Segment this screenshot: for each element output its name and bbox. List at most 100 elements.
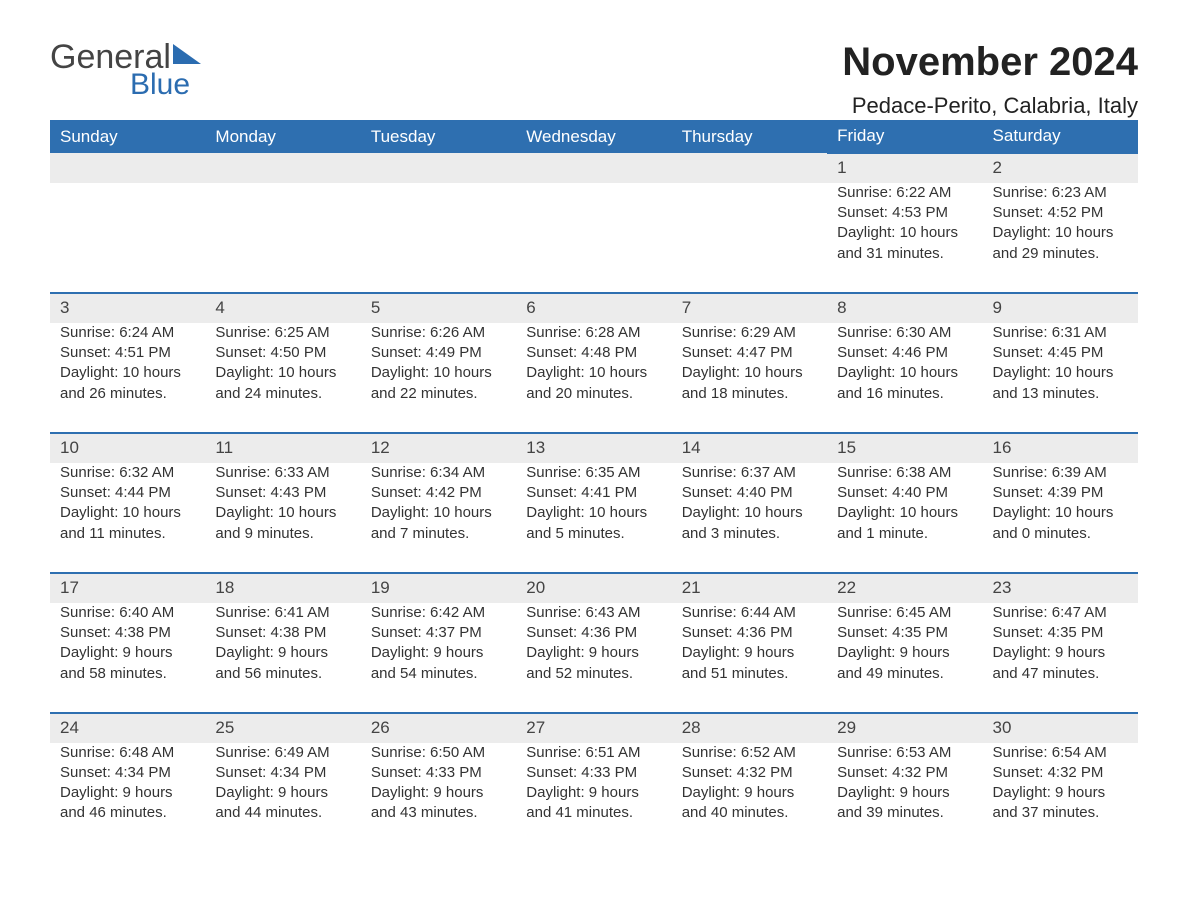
day-number: 19: [371, 578, 390, 597]
day-detail-cell: Sunrise: 6:38 AMSunset: 4:40 PMDaylight:…: [827, 463, 982, 573]
day-number: 24: [60, 718, 79, 737]
brand-text: General Blue: [50, 40, 201, 100]
day-detail-cell: Sunrise: 6:50 AMSunset: 4:33 PMDaylight:…: [361, 743, 516, 852]
sunset-text: Sunset: 4:34 PM: [215, 763, 350, 783]
sunrise-text: Sunrise: 6:47 AM: [993, 603, 1128, 623]
day-number: 12: [371, 438, 390, 457]
day-detail-cell: Sunrise: 6:37 AMSunset: 4:40 PMDaylight:…: [672, 463, 827, 573]
sunrise-text: Sunrise: 6:44 AM: [682, 603, 817, 623]
day-number: 5: [371, 298, 380, 317]
sunset-text: Sunset: 4:38 PM: [215, 623, 350, 643]
daylight-line1: Daylight: 10 hours: [215, 503, 350, 523]
daylight-line2: and 29 minutes.: [993, 244, 1128, 264]
month-title: November 2024: [842, 40, 1138, 85]
day-number: 2: [993, 158, 1002, 177]
daylight-line2: and 52 minutes.: [526, 664, 661, 684]
sunrise-text: Sunrise: 6:28 AM: [526, 323, 661, 343]
day-detail-cell: Sunrise: 6:53 AMSunset: 4:32 PMDaylight:…: [827, 743, 982, 852]
daylight-line1: Daylight: 10 hours: [993, 223, 1128, 243]
day-number: 4: [215, 298, 224, 317]
day-detail-cell: [361, 183, 516, 293]
day-number: 17: [60, 578, 79, 597]
day-number-cell: 22: [827, 573, 982, 603]
day-detail-cell: Sunrise: 6:22 AMSunset: 4:53 PMDaylight:…: [827, 183, 982, 293]
day-detail-row: Sunrise: 6:24 AMSunset: 4:51 PMDaylight:…: [50, 323, 1138, 433]
day-detail-cell: Sunrise: 6:28 AMSunset: 4:48 PMDaylight:…: [516, 323, 671, 433]
day-number-cell: 17: [50, 573, 205, 603]
daylight-line2: and 49 minutes.: [837, 664, 972, 684]
day-number-cell: 28: [672, 713, 827, 743]
day-detail-cell: Sunrise: 6:49 AMSunset: 4:34 PMDaylight:…: [205, 743, 360, 852]
daylight-line1: Daylight: 9 hours: [526, 643, 661, 663]
daylight-line1: Daylight: 9 hours: [993, 643, 1128, 663]
sunrise-text: Sunrise: 6:52 AM: [682, 743, 817, 763]
daylight-line1: Daylight: 10 hours: [526, 363, 661, 383]
day-number-cell: 20: [516, 573, 671, 603]
daylight-line2: and 1 minute.: [837, 524, 972, 544]
daylight-line2: and 0 minutes.: [993, 524, 1128, 544]
day-number: 16: [993, 438, 1012, 457]
daylight-line2: and 18 minutes.: [682, 384, 817, 404]
day-header: Tuesday: [361, 120, 516, 153]
daylight-line2: and 3 minutes.: [682, 524, 817, 544]
daylight-line2: and 9 minutes.: [215, 524, 350, 544]
daylight-line1: Daylight: 9 hours: [215, 643, 350, 663]
day-number: 18: [215, 578, 234, 597]
daylight-line2: and 31 minutes.: [837, 244, 972, 264]
day-detail-cell: Sunrise: 6:24 AMSunset: 4:51 PMDaylight:…: [50, 323, 205, 433]
sunset-text: Sunset: 4:34 PM: [60, 763, 195, 783]
day-detail-cell: Sunrise: 6:33 AMSunset: 4:43 PMDaylight:…: [205, 463, 360, 573]
daylight-line1: Daylight: 10 hours: [371, 363, 506, 383]
location-subtitle: Pedace-Perito, Calabria, Italy: [842, 93, 1138, 119]
daylight-line2: and 37 minutes.: [993, 803, 1128, 823]
sunset-text: Sunset: 4:50 PM: [215, 343, 350, 363]
day-number-cell: [205, 153, 360, 183]
daylight-line1: Daylight: 9 hours: [60, 783, 195, 803]
sunset-text: Sunset: 4:46 PM: [837, 343, 972, 363]
daylight-line1: Daylight: 9 hours: [682, 783, 817, 803]
title-block: November 2024 Pedace-Perito, Calabria, I…: [842, 40, 1138, 119]
sunrise-text: Sunrise: 6:50 AM: [371, 743, 506, 763]
day-number-row: 3456789: [50, 293, 1138, 323]
sunset-text: Sunset: 4:32 PM: [993, 763, 1128, 783]
sunrise-text: Sunrise: 6:22 AM: [837, 183, 972, 203]
daylight-line2: and 7 minutes.: [371, 524, 506, 544]
day-number-cell: 5: [361, 293, 516, 323]
day-detail-row: Sunrise: 6:40 AMSunset: 4:38 PMDaylight:…: [50, 603, 1138, 713]
daylight-line2: and 43 minutes.: [371, 803, 506, 823]
daylight-line2: and 47 minutes.: [993, 664, 1128, 684]
day-number-cell: 2: [983, 153, 1138, 183]
day-number: 27: [526, 718, 545, 737]
calendar-body: 12 Sunrise: 6:22 AMSunset: 4:53 PMDaylig…: [50, 153, 1138, 852]
day-number: 9: [993, 298, 1002, 317]
sunrise-text: Sunrise: 6:34 AM: [371, 463, 506, 483]
sunrise-text: Sunrise: 6:43 AM: [526, 603, 661, 623]
daylight-line2: and 40 minutes.: [682, 803, 817, 823]
daylight-line1: Daylight: 10 hours: [60, 363, 195, 383]
day-header: Sunday: [50, 120, 205, 153]
sunset-text: Sunset: 4:45 PM: [993, 343, 1128, 363]
daylight-line1: Daylight: 9 hours: [60, 643, 195, 663]
day-detail-cell: Sunrise: 6:35 AMSunset: 4:41 PMDaylight:…: [516, 463, 671, 573]
daylight-line1: Daylight: 9 hours: [837, 643, 972, 663]
day-number: 10: [60, 438, 79, 457]
day-number-row: 12: [50, 153, 1138, 183]
day-number-cell: 25: [205, 713, 360, 743]
sunset-text: Sunset: 4:33 PM: [526, 763, 661, 783]
sunrise-text: Sunrise: 6:40 AM: [60, 603, 195, 623]
day-number-row: 24252627282930: [50, 713, 1138, 743]
day-number-cell: [50, 153, 205, 183]
day-number: 1: [837, 158, 846, 177]
daylight-line1: Daylight: 10 hours: [993, 503, 1128, 523]
day-detail-cell: Sunrise: 6:43 AMSunset: 4:36 PMDaylight:…: [516, 603, 671, 713]
header: General Blue November 2024 Pedace-Perito…: [50, 40, 1138, 100]
sunset-text: Sunset: 4:47 PM: [682, 343, 817, 363]
day-detail-cell: Sunrise: 6:26 AMSunset: 4:49 PMDaylight:…: [361, 323, 516, 433]
daylight-line2: and 26 minutes.: [60, 384, 195, 404]
daylight-line1: Daylight: 10 hours: [837, 223, 972, 243]
sunset-text: Sunset: 4:49 PM: [371, 343, 506, 363]
day-number-cell: 13: [516, 433, 671, 463]
sunrise-text: Sunrise: 6:23 AM: [993, 183, 1128, 203]
sunset-text: Sunset: 4:40 PM: [837, 483, 972, 503]
daylight-line1: Daylight: 9 hours: [993, 783, 1128, 803]
